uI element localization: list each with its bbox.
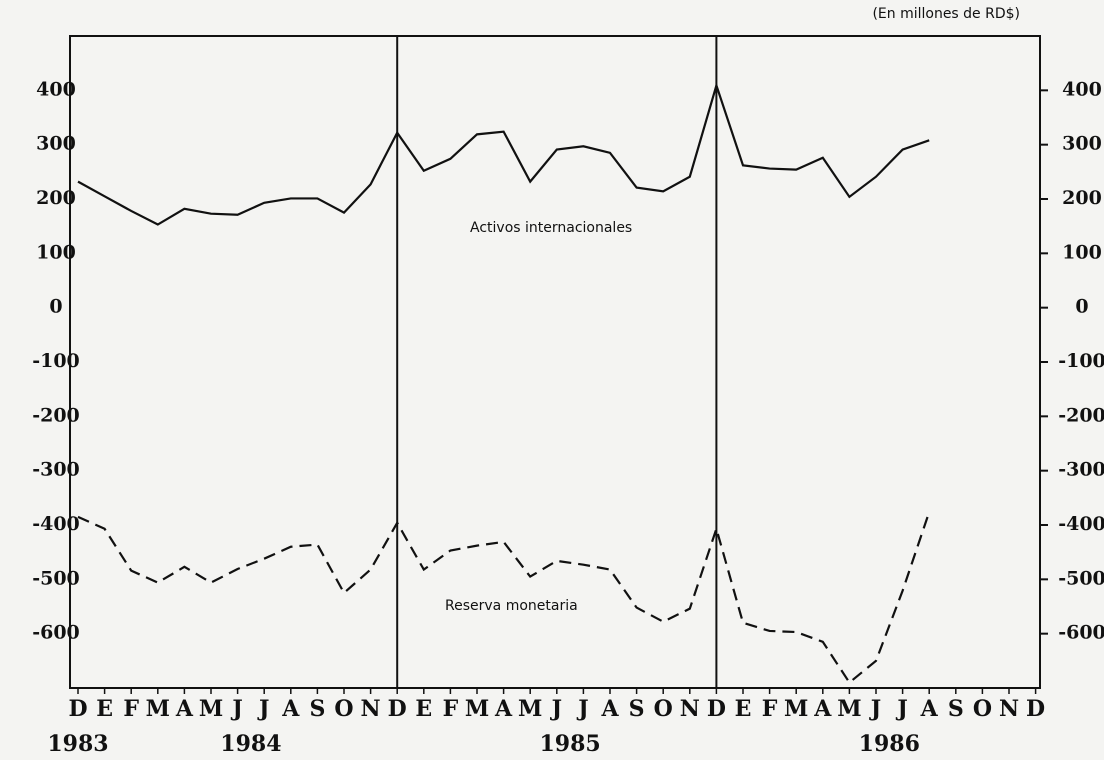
x-tick-label: O — [973, 696, 992, 722]
year-label: 1985 — [539, 731, 600, 757]
x-tick-label: D — [1026, 696, 1045, 722]
x-tick-label: D — [68, 696, 87, 722]
x-tick-label: O — [334, 696, 353, 722]
y2-tick-label: -100 — [1058, 350, 1104, 372]
x-tick-label: A — [175, 696, 194, 722]
y2-tick-label: 400 — [1062, 78, 1102, 100]
series-label: Activos internacionales — [470, 220, 632, 236]
y-tick-label: -600 — [32, 622, 80, 644]
series-line — [77, 81, 930, 226]
x-tick-label: S — [629, 696, 645, 722]
y-tick-label: -300 — [32, 459, 80, 481]
year-label: 1984 — [220, 731, 281, 757]
y-tick-label: -100 — [32, 350, 80, 372]
y-tick-label: -200 — [32, 404, 80, 426]
y2-tick-label: 100 — [1062, 241, 1102, 263]
x-tick-label: E — [735, 696, 752, 722]
y2-tick-label: -300 — [1058, 459, 1104, 481]
y-tick-label: -500 — [32, 567, 80, 589]
x-tick-label: D — [707, 696, 726, 722]
x-tick-label: M — [465, 696, 489, 722]
x-tick-label: M — [199, 696, 223, 722]
year-label: 1983 — [47, 731, 108, 757]
x-tick-label: E — [415, 696, 432, 722]
x-tick-label: J — [895, 696, 907, 722]
x-tick-label: E — [96, 696, 113, 722]
y2-tick-label: -200 — [1058, 404, 1104, 426]
y2-tick-label: 0 — [1075, 296, 1088, 318]
x-tick-label: A — [494, 696, 513, 722]
x-tick-label: J — [550, 696, 562, 722]
x-tick-label: F — [762, 696, 778, 722]
series-label: Reserva monetaria — [445, 598, 578, 614]
x-tick-label: A — [920, 696, 939, 722]
x-tick-label: J — [257, 696, 269, 722]
chart-title: (En millones de RD$) — [872, 6, 1020, 22]
y-tick-label: 200 — [36, 187, 76, 209]
x-tick-label: F — [123, 696, 139, 722]
y-tick-label: -400 — [32, 513, 80, 535]
y-tick-label: 400 — [36, 78, 76, 100]
x-tick-label: D — [388, 696, 407, 722]
x-tick-label: N — [680, 696, 700, 722]
x-tick-label: S — [948, 696, 964, 722]
x-tick-label: A — [600, 696, 619, 722]
year-label: 1986 — [859, 731, 920, 757]
x-tick-label: N — [361, 696, 381, 722]
y2-tick-label: -600 — [1058, 622, 1104, 644]
x-tick-label: J — [576, 696, 588, 722]
x-tick-label: M — [518, 696, 542, 722]
x-tick-label: N — [999, 696, 1019, 722]
x-tick-label: S — [309, 696, 325, 722]
y-tick-label: 300 — [36, 133, 76, 155]
plot-frame — [69, 35, 1041, 689]
y2-tick-label: 300 — [1062, 133, 1102, 155]
x-tick-label: A — [813, 696, 832, 722]
y-tick-label: 0 — [49, 296, 62, 318]
x-tick-label: J — [869, 696, 881, 722]
y-tick-label: 100 — [36, 241, 76, 263]
x-tick-label: M — [146, 696, 170, 722]
x-tick-label: M — [784, 696, 808, 722]
y2-tick-label: -400 — [1058, 513, 1104, 535]
x-tick-label: J — [230, 696, 242, 722]
y2-tick-label: 200 — [1062, 187, 1102, 209]
x-tick-label: F — [443, 696, 459, 722]
x-tick-label: M — [837, 696, 861, 722]
x-tick-label: A — [281, 696, 300, 722]
y2-tick-label: -500 — [1058, 567, 1104, 589]
x-tick-label: O — [654, 696, 673, 722]
series-line — [77, 511, 931, 685]
